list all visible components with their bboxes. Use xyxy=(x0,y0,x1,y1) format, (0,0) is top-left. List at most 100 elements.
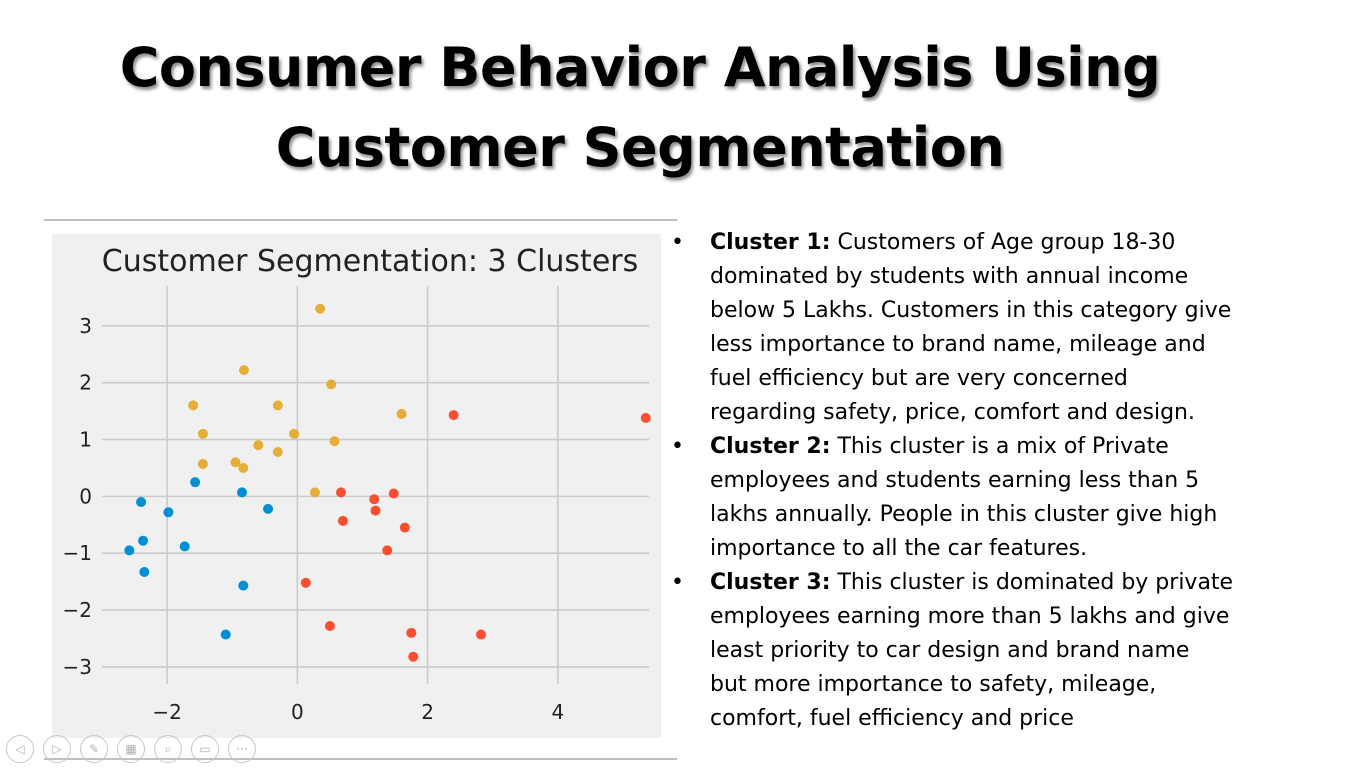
more-options-button[interactable]: ··· xyxy=(228,735,256,763)
title-line-1: Consumer Behavior Analysis Using xyxy=(119,36,1161,99)
slideshow-controls: ◁ ▷ ✎ ▦ ⌕ ▭ ··· xyxy=(6,735,256,763)
cluster-1-point xyxy=(188,400,199,411)
previous-slide-button[interactable]: ◁ xyxy=(6,735,34,763)
cluster-1-line-4: less importance to brand name, mileage a… xyxy=(710,332,1206,357)
cluster-3-heading: Cluster 3: xyxy=(710,570,831,595)
cluster-1-point xyxy=(230,457,241,468)
previous-icon: ◁ xyxy=(15,742,25,756)
next-icon: ▷ xyxy=(52,742,62,756)
x-tick-label: 0 xyxy=(291,700,304,724)
cluster-3-point xyxy=(399,522,410,533)
cluster-3-point xyxy=(370,505,381,516)
zoom-icon: ⌕ xyxy=(164,741,172,756)
cluster-1-point xyxy=(315,303,326,314)
x-tick-label: 2 xyxy=(421,700,434,724)
cluster-3-line-5: comfort, fuel efficiency and price xyxy=(710,706,1074,731)
bullet-dot: • xyxy=(671,434,684,459)
cluster-1-point xyxy=(326,379,337,390)
cluster-2-point xyxy=(238,580,249,591)
cluster-1-line-2: dominated by students with annual income xyxy=(710,264,1189,289)
cluster-1-line-3: below 5 Lakhs. Customers in this categor… xyxy=(710,298,1232,323)
cluster-1-point xyxy=(396,408,407,419)
cluster-2-heading: Cluster 2: xyxy=(710,434,831,459)
next-slide-button[interactable]: ▷ xyxy=(43,735,71,763)
chart-title: Customer Segmentation: 3 Clusters xyxy=(102,244,638,279)
cluster-1-line-5: fuel efficiency but are very concerned xyxy=(710,366,1128,391)
bullet-cluster-1: • Cluster 1: Customers of Age group 18-3… xyxy=(668,226,1268,430)
cluster-1-point xyxy=(309,487,320,498)
bullet-cluster-2: • Cluster 2: This cluster is a mix of Pr… xyxy=(668,430,1268,566)
cluster-1-point xyxy=(253,440,264,451)
cluster-2-point xyxy=(237,487,248,498)
cluster-1-line-6: regarding safety, price, comfort and des… xyxy=(710,400,1195,425)
cluster-description-list: • Cluster 1: Customers of Age group 18-3… xyxy=(668,226,1268,736)
cluster-3-point xyxy=(337,515,348,526)
cluster-2-point xyxy=(139,566,150,577)
y-tick-label: 0 xyxy=(79,484,92,508)
cluster-3-point xyxy=(640,412,651,423)
cluster-2-point xyxy=(138,535,149,546)
cluster-2-line-4: importance to all the car features. xyxy=(710,536,1088,561)
zoom-button[interactable]: ⌕ xyxy=(154,735,182,763)
scatter-chart-svg: Customer Segmentation: 3 Clusters −2 0 2 4 3… xyxy=(52,234,661,738)
cluster-3-line-4: but more importance to safety, mileage, xyxy=(710,672,1157,697)
cluster-2-point xyxy=(124,545,135,556)
cluster-2-point xyxy=(136,497,147,508)
y-tick-label: −1 xyxy=(63,541,92,565)
cluster-3-point xyxy=(369,494,380,505)
cluster-2-point xyxy=(179,541,190,552)
divider-top xyxy=(44,219,677,221)
cluster-1-point xyxy=(197,458,208,469)
bullet-cluster-3: • Cluster 3: This cluster is dominated b… xyxy=(668,566,1268,736)
pen-icon: ✎ xyxy=(88,742,100,756)
cluster-3-point xyxy=(448,410,459,421)
x-tick-label: 4 xyxy=(551,700,564,724)
cluster-3-point xyxy=(475,629,486,640)
pen-tool-button[interactable]: ✎ xyxy=(80,735,108,763)
cluster-1-point xyxy=(197,428,208,439)
cluster-2-point xyxy=(220,629,231,640)
cluster-1-point xyxy=(272,447,283,458)
y-tick-label: 1 xyxy=(79,428,92,452)
cluster-2-point xyxy=(163,507,174,518)
more-options-icon: ··· xyxy=(236,742,248,756)
cluster-1-heading: Cluster 1: xyxy=(710,230,831,255)
cluster-1-line-1: Customers of Age group 18-30 xyxy=(830,230,1176,255)
cluster-1-point xyxy=(329,436,340,447)
y-tick-label: 2 xyxy=(79,371,92,395)
cluster-1-point xyxy=(238,462,249,473)
see-all-slides-button[interactable]: ▦ xyxy=(117,735,145,763)
cluster-3-line-3: least priority to car design and brand n… xyxy=(710,638,1190,663)
cluster-3-point xyxy=(324,621,335,632)
cluster-3-point xyxy=(382,545,393,556)
x-tick-label: −2 xyxy=(152,700,181,724)
y-tick-label: −2 xyxy=(63,598,92,622)
y-tick-label: −3 xyxy=(63,655,92,679)
cluster-2-point xyxy=(190,477,201,488)
cluster-1-point xyxy=(272,400,283,411)
bullet-dot: • xyxy=(671,570,684,595)
cluster-3-line-2: employees earning more than 5 lakhs and … xyxy=(710,604,1230,629)
divider-bottom xyxy=(44,758,677,760)
cluster-2-line-1: This cluster is a mix of Private xyxy=(830,434,1169,459)
cluster-3-point xyxy=(408,651,419,662)
y-tick-label: 3 xyxy=(79,314,92,338)
title-line-2: Customer Segmentation xyxy=(275,116,1005,179)
subtitles-button[interactable]: ▭ xyxy=(191,735,219,763)
subtitles-icon: ▭ xyxy=(199,742,211,756)
cluster-2-line-2: employees and students earning less than… xyxy=(710,468,1200,493)
cluster-2-line-3: lakhs annually. People in this cluster g… xyxy=(710,502,1218,527)
cluster-3-point xyxy=(300,577,311,588)
slide-title: Consumer Behavior Analysis Using Custome… xyxy=(0,28,1280,188)
bullet-dot: • xyxy=(671,230,684,255)
scatter-chart: Customer Segmentation: 3 Clusters −2 0 2 4 3… xyxy=(52,234,661,738)
plot-background xyxy=(52,234,661,738)
cluster-3-point xyxy=(388,488,399,499)
slides-grid-icon: ▦ xyxy=(125,742,137,756)
cluster-1-point xyxy=(289,428,300,439)
cluster-3-point xyxy=(406,627,417,638)
cluster-1-point xyxy=(238,365,249,376)
cluster-3-line-1: This cluster is dominated by private xyxy=(830,570,1234,595)
cluster-3-point xyxy=(335,487,346,498)
cluster-2-point xyxy=(263,503,274,514)
